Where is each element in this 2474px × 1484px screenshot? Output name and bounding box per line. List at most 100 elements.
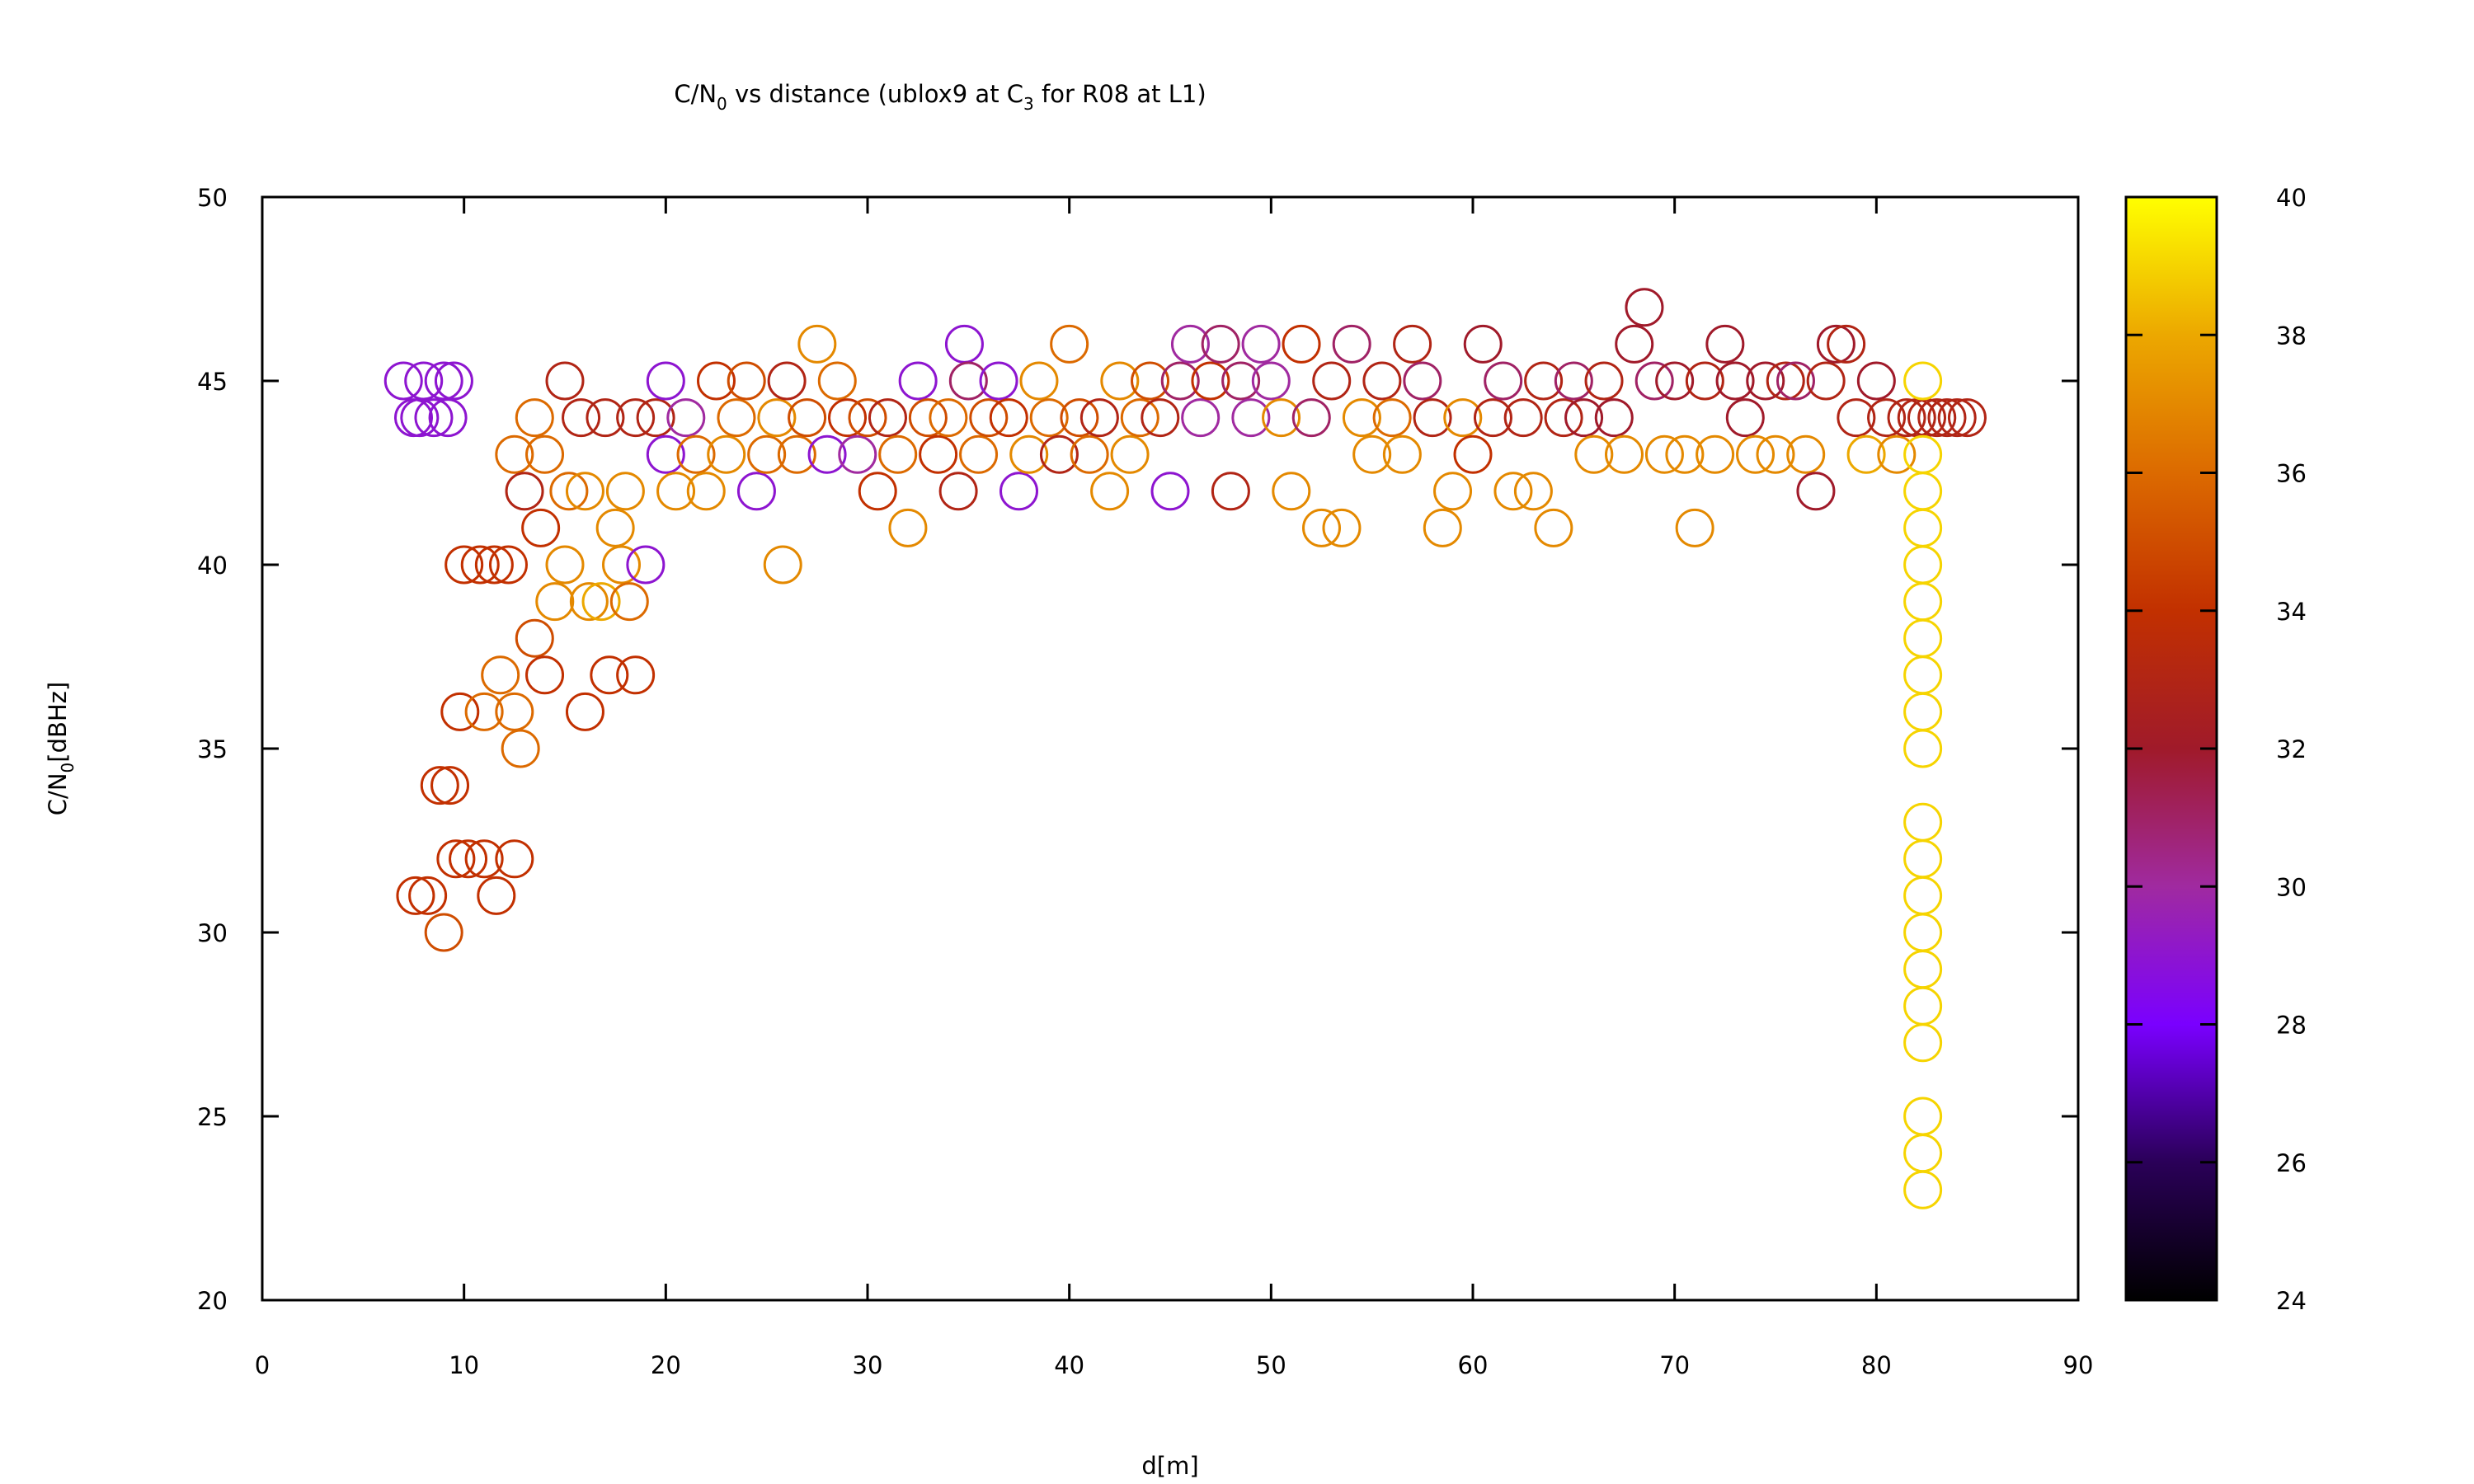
- data-point: [424, 361, 463, 401]
- data-point: [1917, 398, 1957, 438]
- colorbar-tick-label: 32: [2276, 735, 2307, 763]
- colorbar-tick-label: 36: [2276, 460, 2307, 488]
- data-point: [1382, 434, 1422, 474]
- data-point: [569, 582, 609, 622]
- data-point: [1937, 398, 1977, 438]
- data-point: [609, 582, 649, 622]
- data-point: [908, 398, 948, 438]
- x-tick-label: 40: [1054, 1351, 1084, 1379]
- data-point: [400, 398, 440, 438]
- data-point: [1484, 361, 1523, 401]
- data-point: [383, 361, 423, 401]
- data-point: [1903, 1097, 1943, 1136]
- data-point: [1846, 434, 1886, 474]
- data-point: [1100, 361, 1140, 401]
- data-point: [408, 876, 448, 915]
- data-point: [1927, 398, 1967, 438]
- data-point: [788, 398, 827, 438]
- data-point: [1827, 324, 1866, 364]
- data-point: [707, 434, 746, 474]
- data-point: [460, 545, 500, 585]
- data-point: [515, 618, 554, 658]
- x-tick-label: 0: [255, 1351, 270, 1379]
- data-point: [1282, 324, 1321, 364]
- data-point: [1241, 324, 1281, 364]
- data-point: [1272, 472, 1311, 511]
- x-tick-label: 20: [651, 1351, 681, 1379]
- data-point: [979, 361, 1018, 401]
- data-point: [666, 398, 706, 438]
- data-point: [436, 839, 476, 879]
- data-point: [1605, 434, 1644, 474]
- data-point: [1473, 398, 1512, 438]
- data-point: [1564, 398, 1604, 438]
- data-point: [1725, 398, 1765, 438]
- data-point: [1897, 398, 1936, 438]
- data-point: [565, 472, 604, 511]
- data-point: [1019, 361, 1059, 401]
- data-point: [676, 434, 716, 474]
- data-point: [505, 472, 544, 511]
- data-point: [1170, 324, 1210, 364]
- data-point: [1009, 434, 1049, 474]
- y-axis-label: C/N0[dBHz]: [44, 682, 78, 815]
- y-tick-label: 20: [197, 1287, 228, 1315]
- data-point: [817, 361, 857, 401]
- y-tick-label: 40: [197, 552, 228, 580]
- data-point: [938, 472, 978, 511]
- data-point: [1806, 361, 1846, 401]
- y-axis-ticks: 20 25 30 35 40 45 50: [197, 184, 2078, 1315]
- data-point: [1352, 434, 1392, 474]
- data-point: [686, 472, 726, 511]
- data-point: [1655, 361, 1695, 401]
- data-point: [1696, 434, 1735, 474]
- data-point: [1513, 472, 1553, 511]
- data-point: [1029, 398, 1069, 438]
- data-point: [1322, 508, 1362, 547]
- y-tick-label: 25: [197, 1103, 228, 1131]
- data-point: [1665, 434, 1705, 474]
- data-point: [1903, 472, 1943, 511]
- data-point: [1291, 398, 1331, 438]
- data-point: [1231, 398, 1271, 438]
- x-tick-label: 30: [853, 1351, 883, 1379]
- data-point: [1403, 361, 1442, 401]
- data-point: [1903, 692, 1943, 731]
- x-tick-label: 60: [1458, 1351, 1489, 1379]
- data-point: [495, 839, 534, 879]
- data-point: [1221, 361, 1261, 401]
- data-point: [1903, 802, 1943, 842]
- data-point: [581, 582, 621, 622]
- data-point: [515, 398, 554, 438]
- data-point: [545, 361, 585, 401]
- data-point: [501, 729, 540, 768]
- data-point: [944, 324, 984, 364]
- data-point: [1110, 434, 1150, 474]
- data-point: [1903, 618, 1943, 658]
- data-point: [1796, 472, 1836, 511]
- data-point: [797, 324, 837, 364]
- data-point: [838, 434, 877, 474]
- data-point: [1786, 434, 1826, 474]
- data-point: [807, 434, 847, 474]
- data-point: [697, 361, 736, 401]
- colorbar-ticks: 24 26 28 30 32 34 36 38 40: [2126, 184, 2307, 1315]
- data-point: [1503, 398, 1543, 438]
- data-point: [757, 398, 797, 438]
- data-point: [1867, 398, 1907, 438]
- data-point: [1903, 950, 1943, 989]
- data-point: [1493, 472, 1533, 511]
- data-point: [1211, 472, 1250, 511]
- data-point: [848, 398, 887, 438]
- data-point: [1903, 729, 1943, 768]
- x-axis-label: d[m]: [1141, 1452, 1198, 1480]
- data-point: [626, 545, 666, 585]
- chart-title: C/N0 vs distance (ublox9 at C3 for R08 a…: [674, 80, 1206, 114]
- data-point: [1903, 434, 1943, 474]
- data-point: [1251, 361, 1291, 401]
- data-point: [1181, 398, 1221, 438]
- data-point: [1443, 398, 1483, 438]
- data-point: [616, 655, 656, 695]
- data-point: [646, 361, 685, 401]
